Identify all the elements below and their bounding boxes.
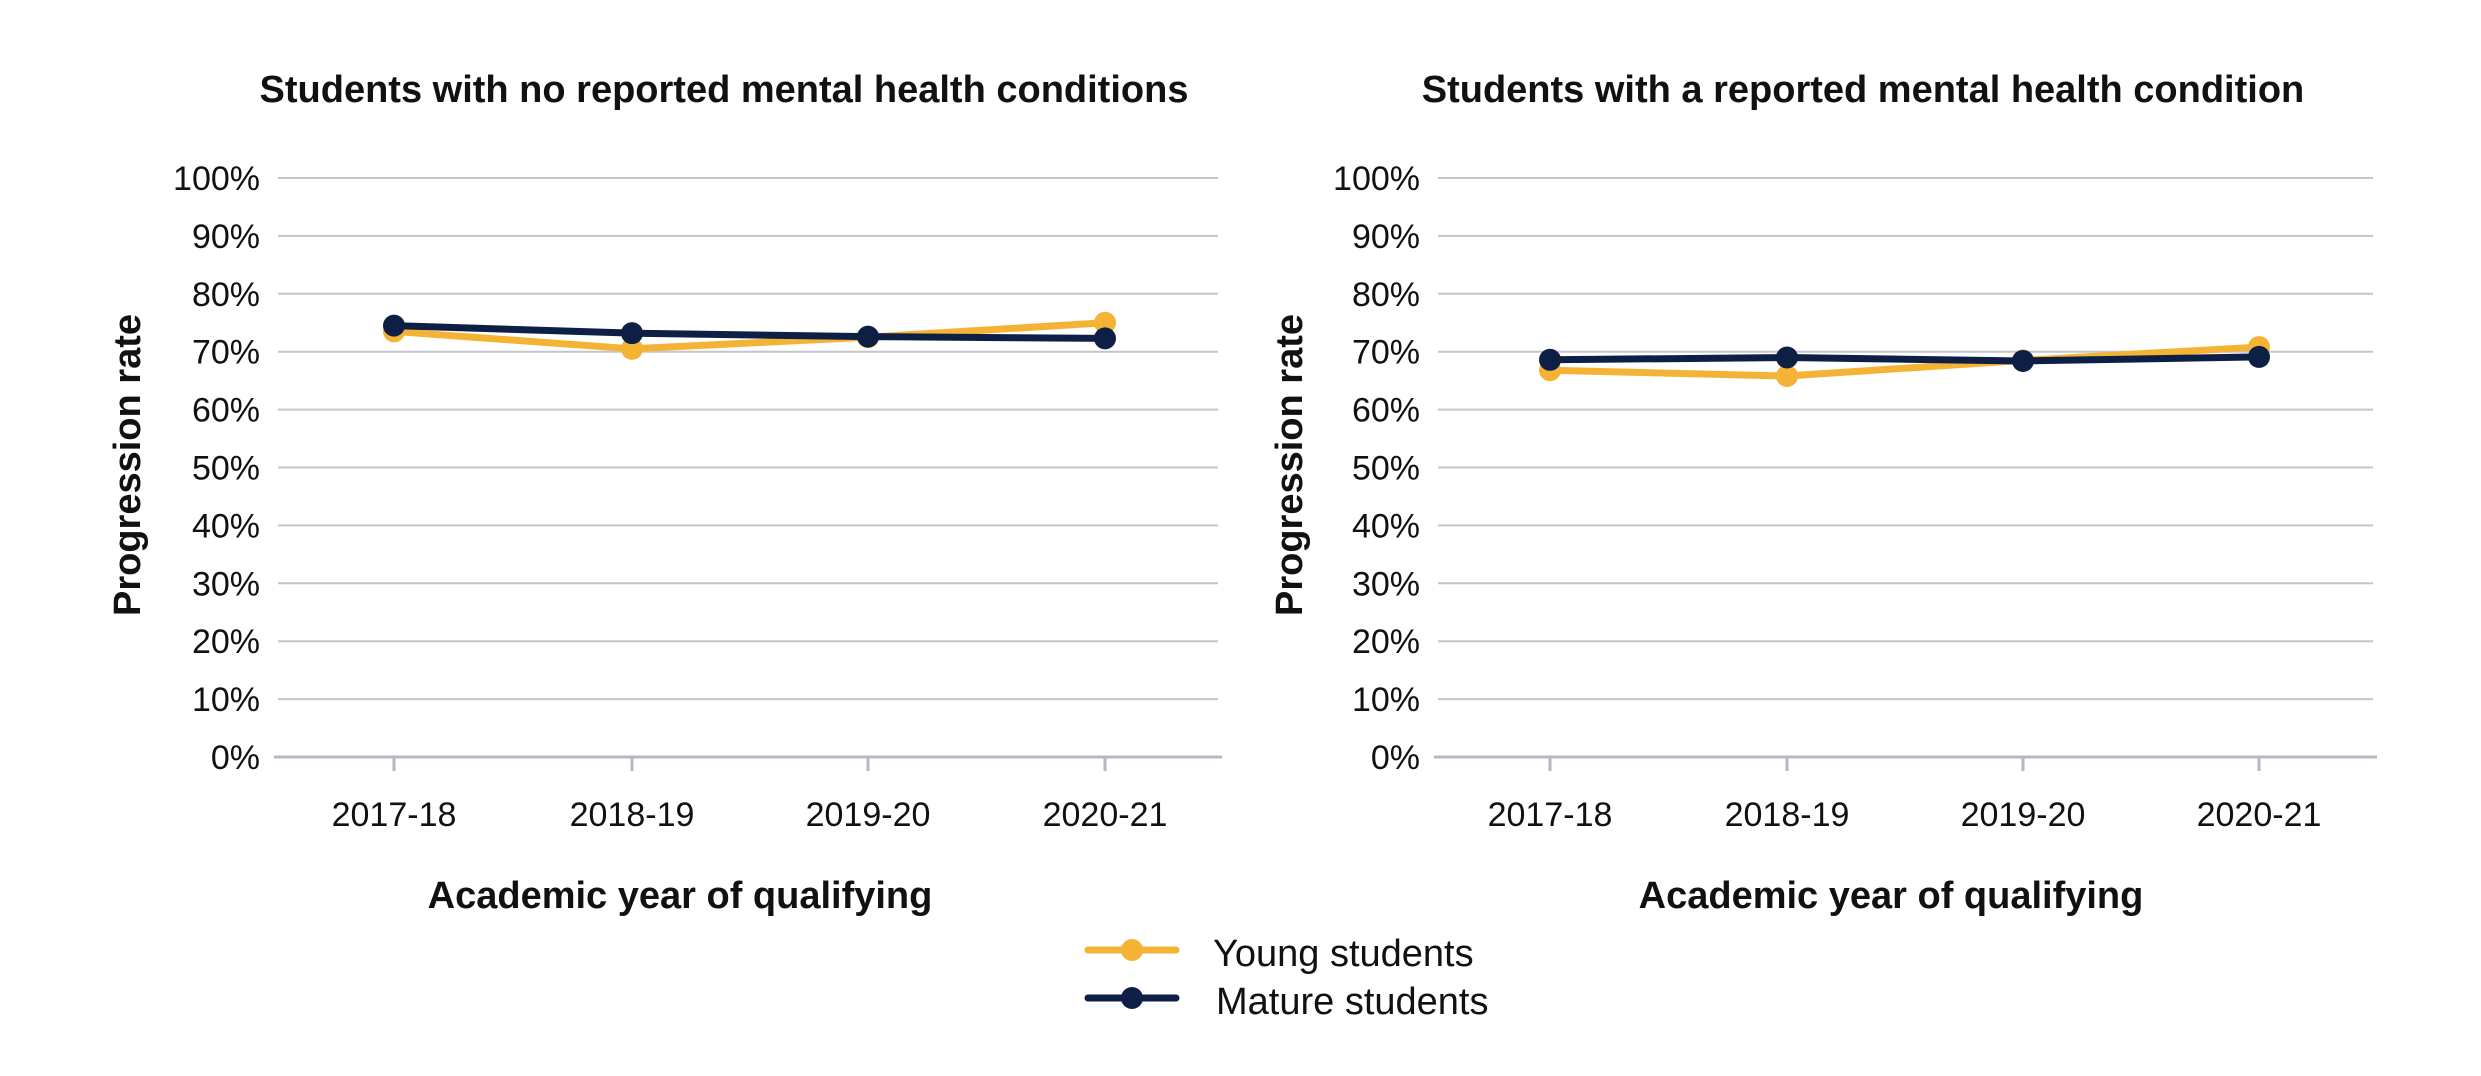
x-axis-title-right: Academic year of qualifying <box>1639 875 2144 917</box>
legend-label-mature: Mature students <box>1216 981 1488 1023</box>
x-tick-label-right: 2019-20 <box>1961 796 2086 834</box>
y-tick-label-right: 70% <box>1352 334 1420 372</box>
x-tick-label-left: 2018-19 <box>570 796 695 834</box>
data-point-young-right <box>1776 365 1798 388</box>
data-point-mature-left <box>621 322 643 345</box>
plot-area-right: 0% 10% 20% 30% 40% 50% 60% 70% 80% 90% 100% 2017-18… <box>1333 160 2377 834</box>
y-tick-label-left: 70% <box>192 334 260 372</box>
legend-marker-young <box>1121 939 1143 961</box>
y-axis-title-right: Progression rate <box>1269 314 1311 616</box>
x-tick-label-right: 2017-18 <box>1488 796 1613 834</box>
data-point-mature-right <box>2248 345 2270 368</box>
y-tick-label-right: 90% <box>1352 218 1420 256</box>
data-point-mature-right <box>1539 348 1561 371</box>
series-line-mature-right <box>1546 353 2263 365</box>
y-tick-label-right: 60% <box>1352 392 1420 430</box>
x-tick-label-left: 2020-21 <box>1043 796 1168 834</box>
x-tick-label-left: 2019-20 <box>806 796 931 834</box>
y-tick-label-left: 20% <box>192 623 260 661</box>
x-tick-label-left: 2017-18 <box>332 796 457 834</box>
data-point-mature-left <box>857 325 879 348</box>
x-axis-title-left: Academic year of qualifying <box>428 875 933 917</box>
series-line-young-right <box>1546 343 2263 380</box>
data-point-mature-right <box>1776 346 1798 369</box>
y-tick-label-left: 60% <box>192 392 260 430</box>
y-tick-label-right: 0% <box>1371 739 1420 777</box>
y-tick-label-left: 40% <box>192 507 260 545</box>
series-line-mature-left <box>390 322 1109 342</box>
x-tick-label-right: 2018-19 <box>1725 796 1850 834</box>
y-tick-label-left: 10% <box>192 681 260 719</box>
chart-title-left: Students with no reported mental health … <box>260 69 1189 111</box>
series-line-young-left <box>390 319 1109 353</box>
data-point-young-left <box>1094 311 1116 334</box>
data-point-mature-right <box>2012 349 2034 372</box>
legend-marker-mature <box>1121 987 1143 1009</box>
y-tick-label-right: 10% <box>1352 681 1420 719</box>
y-tick-label-right: 50% <box>1352 450 1420 488</box>
y-axis-title-left: Progression rate <box>107 314 149 616</box>
x-tick-label-right: 2020-21 <box>2197 796 2322 834</box>
data-point-mature-left <box>1094 327 1116 350</box>
y-tick-label-right: 30% <box>1352 565 1420 603</box>
y-tick-label-right: 80% <box>1352 276 1420 314</box>
y-tick-label-left: 0% <box>211 739 260 777</box>
y-tick-label-left: 80% <box>192 276 260 314</box>
legend: Young students Mature students <box>1084 933 1488 1023</box>
y-tick-label-left: 30% <box>192 565 260 603</box>
y-tick-label-right: 40% <box>1352 507 1420 545</box>
data-point-young-left <box>621 337 643 360</box>
y-tick-label-right: 20% <box>1352 623 1420 661</box>
y-tick-label-right: 100% <box>1333 160 1420 198</box>
y-tick-label-left: 100% <box>173 160 260 198</box>
legend-label-young: Young students <box>1213 933 1474 975</box>
plot-area-left: 0% 10% 20% 30% 40% 50% 60% 70% 80% 90% 100% 2017-18… <box>173 160 1222 834</box>
chart-title-right: Students with a reported mental health c… <box>1422 69 2305 111</box>
y-tick-label-left: 90% <box>192 218 260 256</box>
y-tick-label-left: 50% <box>192 450 260 488</box>
data-point-mature-left <box>383 314 405 337</box>
plot-panels: 0% 10% 20% 30% 40% 50% 60% 70% 80% 90% 100% 2017-18… <box>173 160 2377 834</box>
